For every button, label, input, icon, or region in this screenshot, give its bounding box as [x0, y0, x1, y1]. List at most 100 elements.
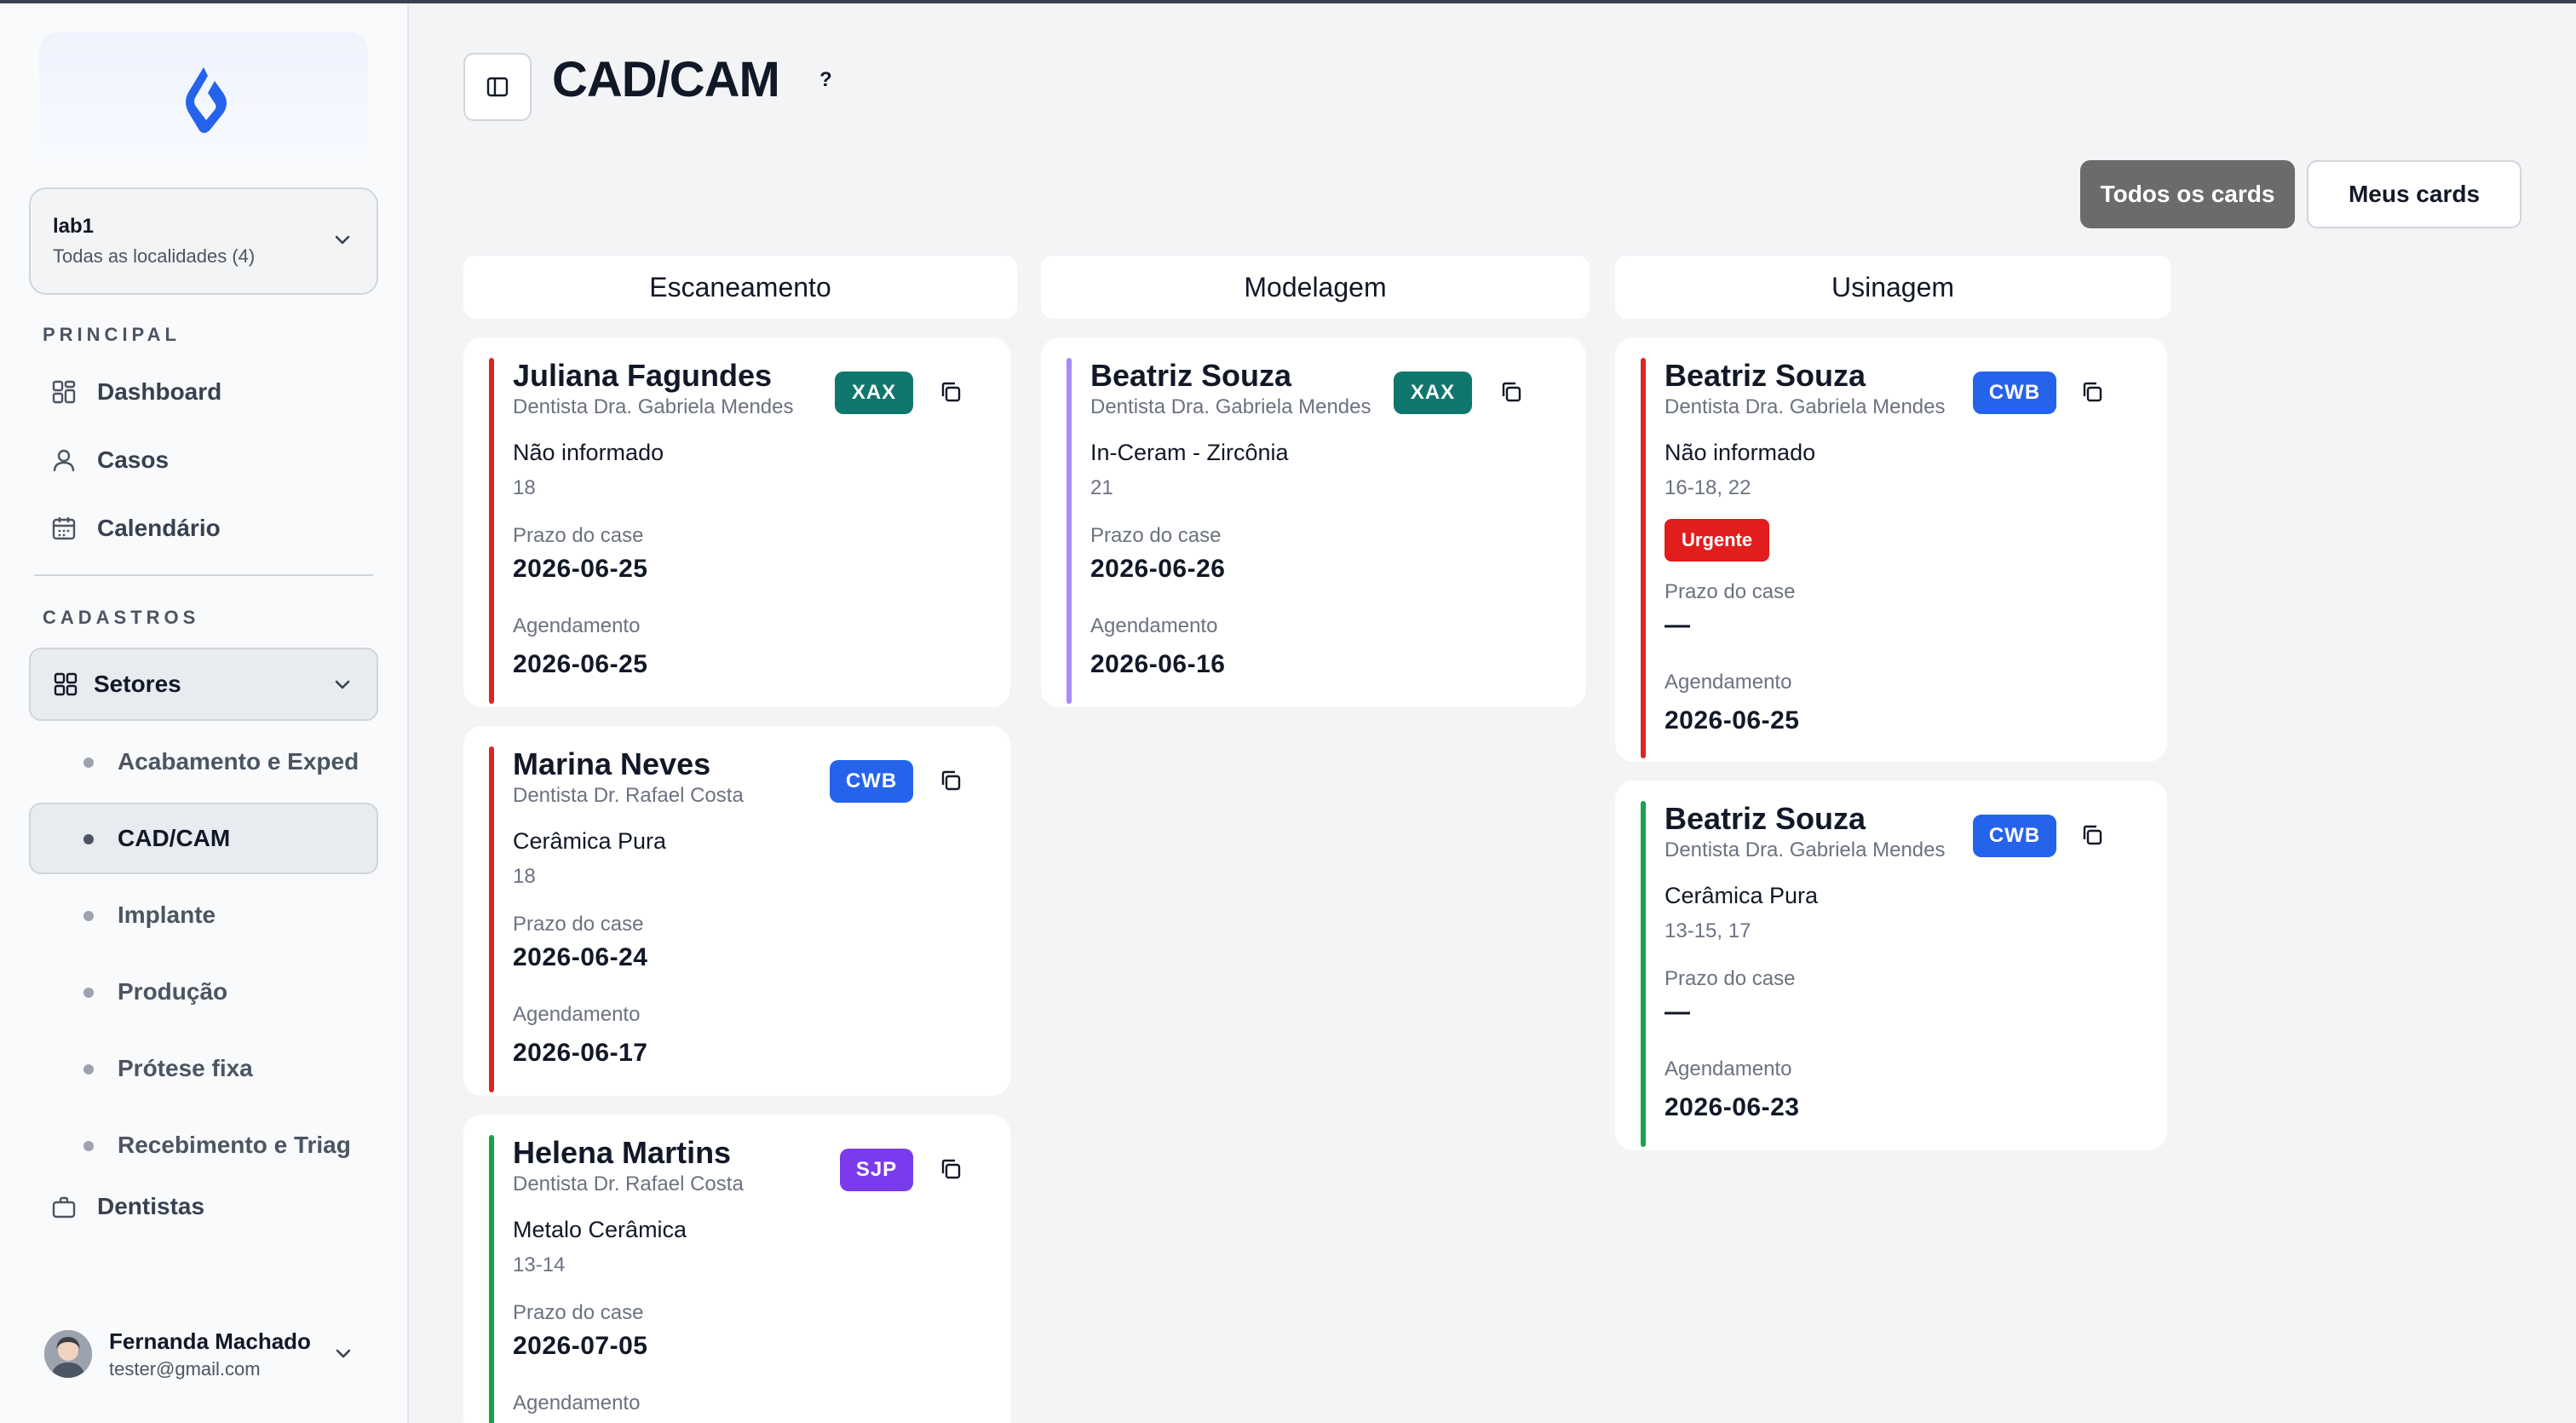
deadline-value: —	[1665, 611, 1691, 639]
location-badge: XAX	[1394, 372, 1472, 414]
lab-locations: Todas as localidades (4)	[53, 245, 256, 267]
setor-item-label: Produção	[118, 978, 228, 1005]
case-card[interactable]: Marina Neves Dentista Dr. Rafael Costa C…	[463, 726, 1010, 1096]
lab-name: lab1	[53, 215, 95, 238]
app-logo[interactable]	[39, 32, 368, 167]
deadline-value: —	[1665, 998, 1691, 1026]
patient-name: Beatriz Souza	[1090, 358, 1292, 393]
setores-menu[interactable]: Setores	[29, 648, 378, 721]
schedule-label: Agendamento	[513, 1003, 641, 1026]
teeth: 18	[513, 476, 536, 499]
setor-item-acabamento[interactable]: Acabamento e Exped	[29, 726, 378, 798]
avatar	[44, 1330, 92, 1378]
nav-calendario[interactable]: Calendário	[29, 494, 378, 562]
sidebar: lab1 Todas as localidades (4) PRINCIPAL …	[0, 3, 409, 1423]
user-email: tester@gmail.com	[109, 1357, 261, 1380]
deadline-value: 2026-06-25	[513, 555, 648, 583]
schedule-label: Agendamento	[1665, 671, 1792, 694]
copy-button[interactable]	[2075, 818, 2109, 852]
urgent-badge: Urgente	[1665, 519, 1770, 562]
teeth: 16-18, 22	[1665, 476, 1751, 499]
setor-item-label: Recebimento e Triag	[118, 1132, 351, 1158]
patient-name: Juliana Fagundes	[513, 358, 773, 393]
copy-icon	[1502, 382, 1521, 402]
column-header-modelagem: Modelagem	[1041, 256, 1590, 319]
material: In-Ceram - Zircônia	[1090, 440, 1289, 465]
schedule-label: Agendamento	[1665, 1057, 1792, 1080]
user-menu[interactable]: Fernanda Machado tester@gmail.com	[44, 1324, 368, 1384]
material: Cerâmica Pura	[1665, 883, 1819, 908]
nav-casos[interactable]: Casos	[29, 426, 378, 494]
main-content: CAD/CAM ? Todos os cards Meus cards Esca…	[411, 3, 2576, 1423]
nav-calendario-label: Calendário	[97, 515, 221, 541]
setor-item-label: Implante	[118, 902, 216, 928]
bullet-icon	[83, 1064, 94, 1074]
filter-my-cards-button[interactable]: Meus cards	[2307, 160, 2521, 228]
deadline-value: 2026-06-24	[513, 943, 648, 971]
patient-name: Beatriz Souza	[1665, 358, 1866, 393]
teeth: 18	[513, 865, 536, 888]
case-card[interactable]: Beatriz Souza Dentista Dra. Gabriela Men…	[1615, 781, 2167, 1150]
setor-item-producao[interactable]: Produção	[29, 956, 378, 1028]
schedule-label: Agendamento	[513, 1391, 641, 1414]
dentist-name: Dentista Dr. Rafael Costa	[513, 1172, 744, 1195]
case-card[interactable]: Helena Martins Dentista Dr. Rafael Costa…	[463, 1115, 1010, 1423]
page-title: CAD/CAM	[552, 52, 780, 107]
setor-item-cadcam[interactable]: CAD/CAM	[29, 803, 378, 874]
setor-item-label: Acabamento e Exped	[118, 748, 359, 775]
deadline-value: 2026-06-26	[1090, 555, 1226, 583]
filter-all-cards-button[interactable]: Todos os cards	[2080, 160, 2295, 228]
deadline-value: 2026-07-05	[513, 1332, 648, 1360]
status-bar	[489, 358, 494, 704]
deadline-label: Prazo do case	[1665, 580, 1796, 603]
dentist-name: Dentista Dra. Gabriela Mendes	[513, 395, 794, 418]
setor-item-implante[interactable]: Implante	[29, 879, 378, 951]
location-badge: CWB	[830, 760, 913, 803]
sidebar-panel-icon	[486, 77, 509, 97]
setor-item-label: CAD/CAM	[118, 825, 231, 851]
sidebar-divider	[34, 574, 373, 576]
setor-item-recebimento[interactable]: Recebimento e Triag	[29, 1109, 378, 1181]
dentist-name: Dentista Dra. Gabriela Mendes	[1665, 395, 1946, 418]
copy-button[interactable]	[934, 375, 968, 409]
copy-icon	[941, 382, 961, 402]
nav-dashboard[interactable]: Dashboard	[29, 358, 378, 426]
material: Cerâmica Pura	[513, 828, 667, 854]
deadline-label: Prazo do case	[513, 1301, 644, 1324]
case-card[interactable]: Beatriz Souza Dentista Dra. Gabriela Men…	[1041, 337, 1586, 707]
lab-selector[interactable]: lab1 Todas as localidades (4)	[29, 187, 378, 295]
case-card[interactable]: Beatriz Souza Dentista Dra. Gabriela Men…	[1615, 337, 2167, 762]
case-card[interactable]: Juliana Fagundes Dentista Dra. Gabriela …	[463, 337, 1010, 707]
nav-dashboard-label: Dashboard	[97, 378, 222, 405]
dashboard-icon	[49, 377, 78, 406]
copy-icon	[941, 1159, 961, 1179]
nav-casos-label: Casos	[97, 446, 170, 473]
copy-icon	[941, 770, 961, 791]
bullet-icon	[83, 1141, 94, 1151]
copy-icon	[2083, 825, 2102, 845]
dentist-name: Dentista Dra. Gabriela Mendes	[1665, 838, 1946, 861]
calendar-icon	[49, 514, 78, 543]
material: Não informado	[1665, 440, 1816, 465]
schedule-value: 2026-06-25	[513, 650, 648, 678]
help-button[interactable]: ?	[819, 68, 832, 91]
deadline-label: Prazo do case	[513, 524, 644, 547]
sidebar-toggle-button[interactable]	[463, 53, 532, 121]
material: Não informado	[513, 440, 664, 465]
schedule-value: 2026-06-25	[1665, 706, 1800, 735]
nav-dentistas[interactable]: Dentistas	[29, 1186, 378, 1220]
copy-button[interactable]	[934, 1152, 968, 1186]
location-badge: CWB	[1973, 815, 2056, 857]
schedule-label: Agendamento	[1090, 614, 1218, 637]
status-bar	[1641, 358, 1646, 758]
material: Metalo Cerâmica	[513, 1217, 687, 1242]
setor-item-protese-fixa[interactable]: Prótese fixa	[29, 1033, 378, 1104]
briefcase-icon	[49, 1193, 78, 1220]
patient-name: Marina Neves	[513, 746, 711, 781]
deadline-label: Prazo do case	[1665, 967, 1796, 990]
copy-button[interactable]	[2075, 375, 2109, 409]
copy-button[interactable]	[934, 763, 968, 798]
deadline-label: Prazo do case	[513, 913, 644, 936]
copy-button[interactable]	[1494, 375, 1528, 409]
status-bar	[489, 746, 494, 1092]
